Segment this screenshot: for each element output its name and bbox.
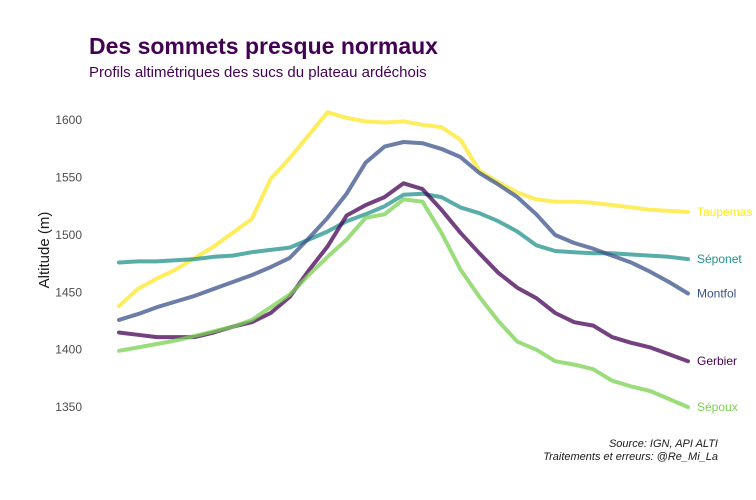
chart-subtitle: Profils altimétriques des sucs du platea… xyxy=(89,64,427,81)
series-line-taupemas xyxy=(117,110,690,309)
series-label-gerbier: Gerbier xyxy=(697,354,737,368)
y-axis-label: Altitude (m) xyxy=(36,212,53,289)
series-lines xyxy=(117,110,690,410)
series-label-séponet: Séponet xyxy=(697,252,742,266)
y-tick-label: 1450 xyxy=(55,285,82,299)
series-label-montfol: Montfol xyxy=(697,286,736,300)
series-line-séponet xyxy=(117,191,690,265)
series-label-taupemas: Taupemas xyxy=(697,205,752,219)
series-line-montfol xyxy=(117,140,690,322)
chart-title: Des sommets presque normaux xyxy=(89,33,438,59)
caption-source: Source: IGN, API ALTI xyxy=(608,438,718,450)
y-tick-label: 1350 xyxy=(55,400,82,414)
y-tick-label: 1400 xyxy=(55,343,82,357)
y-tick-label: 1600 xyxy=(55,113,82,127)
series-label-sépoux: Sépoux xyxy=(697,400,738,414)
series-labels: Taupemas Séponet Montfol Gerbier Sépoux xyxy=(697,205,752,414)
y-tick-label: 1550 xyxy=(55,171,82,185)
y-axis-ticks: 1350 1400 1450 1500 1550 1600 xyxy=(55,113,82,414)
chart-caption: Source: IGN, API ALTI Traitements et err… xyxy=(543,438,718,464)
caption-credits: Traitements et erreurs: @Re_Mi_La xyxy=(543,451,718,463)
series-line-sépoux xyxy=(117,197,690,410)
y-tick-label: 1500 xyxy=(55,228,82,242)
